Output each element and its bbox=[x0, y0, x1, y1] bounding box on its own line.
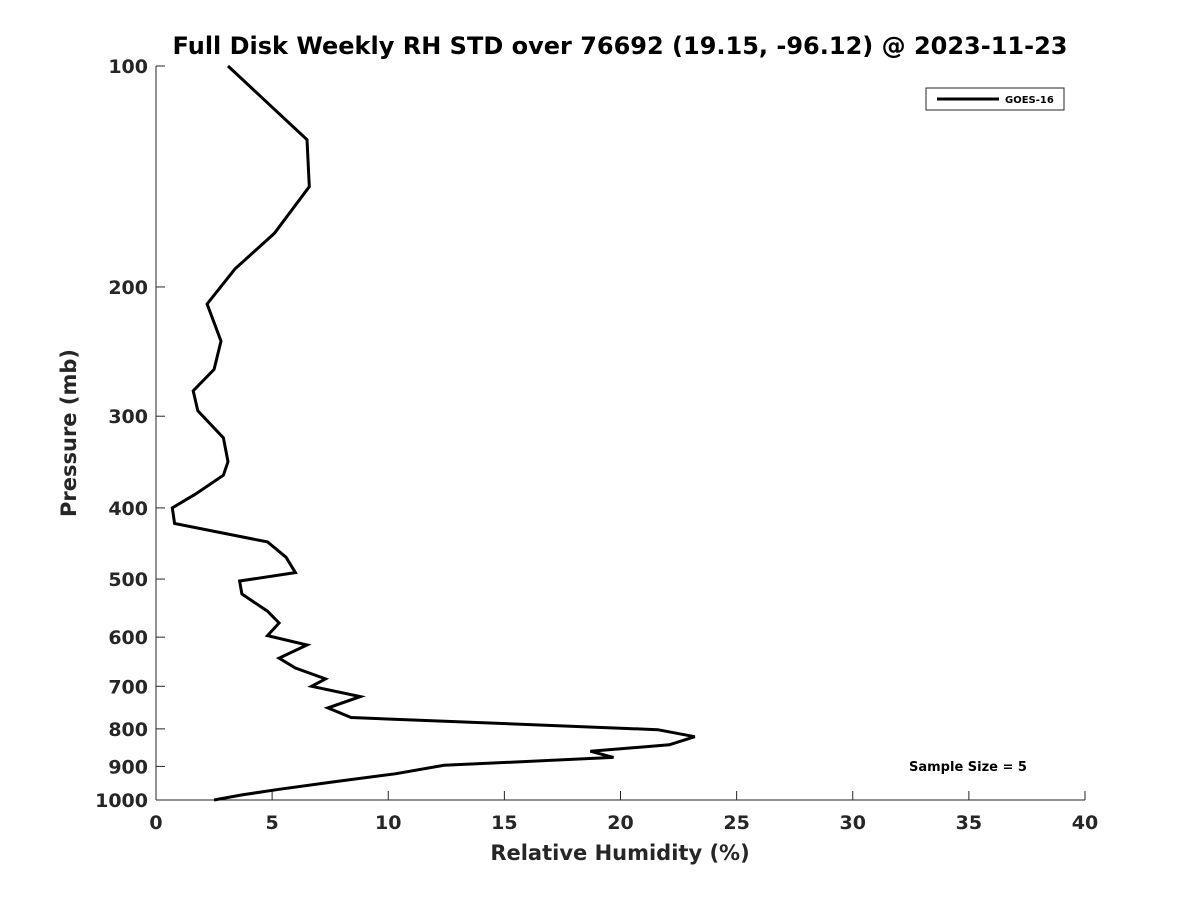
y-ticks: 100 200 300 400 500 600 700 800 900 1000 bbox=[95, 56, 165, 812]
plot-frame bbox=[155, 66, 1085, 801]
x-axis-label: Relative Humidity (%) bbox=[490, 841, 749, 865]
y-tick-label: 400 bbox=[108, 498, 148, 520]
y-tick-label: 900 bbox=[108, 756, 148, 778]
y-tick-label: 200 bbox=[108, 277, 148, 299]
x-tick-label: 15 bbox=[491, 812, 517, 834]
series-layer bbox=[170, 64, 696, 802]
x-tick-label: 40 bbox=[1072, 812, 1098, 834]
y-tick-label: 800 bbox=[108, 719, 148, 741]
y-tick-label: 100 bbox=[108, 56, 148, 78]
y-tick-label: 300 bbox=[108, 406, 148, 428]
series-line-goes-16 bbox=[170, 64, 696, 802]
chart-title: Full Disk Weekly RH STD over 76692 (19.1… bbox=[173, 32, 1068, 60]
x-ticks: 0 5 10 15 20 25 30 35 40 bbox=[149, 791, 1098, 834]
x-tick-label: 20 bbox=[607, 812, 633, 834]
sample-size-annotation: Sample Size = 5 bbox=[909, 760, 1027, 775]
y-tick-label: 500 bbox=[108, 569, 148, 591]
x-tick-label: 25 bbox=[723, 812, 749, 834]
legend: GOES-16 bbox=[925, 87, 1065, 111]
y-axis-label: Pressure (mb) bbox=[57, 349, 81, 517]
legend-label-goes-16: GOES-16 bbox=[1005, 95, 1054, 106]
x-tick-label: 5 bbox=[266, 812, 279, 834]
x-tick-label: 30 bbox=[840, 812, 866, 834]
y-tick-label: 600 bbox=[108, 627, 148, 649]
y-tick-label: 700 bbox=[108, 676, 148, 698]
x-tick-label: 35 bbox=[956, 812, 982, 834]
x-tick-label: 10 bbox=[375, 812, 401, 834]
x-tick-label: 0 bbox=[149, 812, 162, 834]
y-tick-label: 1000 bbox=[95, 790, 148, 812]
